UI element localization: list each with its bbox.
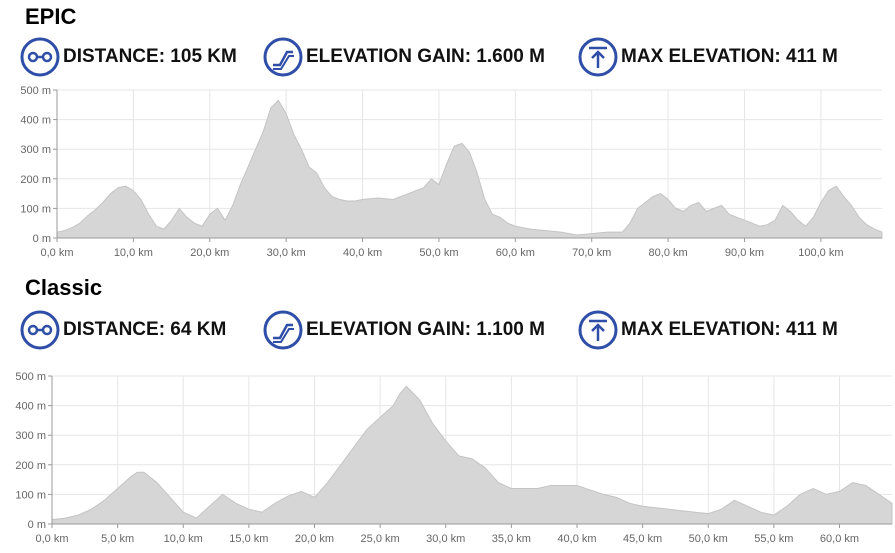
epic-x-tick-label: 40,0 km bbox=[343, 247, 382, 259]
classic-x-tick-label: 45,0 km bbox=[623, 533, 662, 545]
classic-x-tick-label: 0,0 km bbox=[35, 533, 68, 545]
classic-x-tick-label: 20,0 km bbox=[295, 533, 334, 545]
max-elevation-icon bbox=[578, 310, 618, 350]
epic-y-tick-label: 200 m bbox=[20, 174, 51, 186]
epic-stats: DISTANCE: 105 KM ELEVATION GAIN: 1.600 M… bbox=[20, 35, 880, 79]
classic-x-tick-label: 5,0 km bbox=[101, 533, 134, 545]
epic-elevation-chart: 0,0 km 10,0 km 20,0 km 30,0 km 40,0 km 50,0 k… bbox=[20, 85, 883, 259]
classic-y-tick-label: 0 m bbox=[28, 519, 46, 531]
epic-title: EPIC bbox=[25, 4, 77, 29]
epic-elevation-gain-stat: ELEVATION GAIN: 1.600 M bbox=[263, 35, 545, 79]
classic-title: Classic bbox=[25, 275, 103, 300]
classic-x-tick-label: 60,0 km bbox=[820, 533, 859, 545]
epic-distance-text: DISTANCE: 105 KM bbox=[63, 46, 237, 67]
classic-stats: DISTANCE: 64 KM ELEVATION GAIN: 1.100 M … bbox=[20, 308, 880, 352]
classic-elevation-chart: 0,0 km 5,0 km 10,0 km 15,0 km 20,0 km 25,0 km… bbox=[15, 371, 893, 545]
epic-elevation-area bbox=[56, 99, 883, 239]
classic-x-tick-label: 30,0 km bbox=[426, 533, 465, 545]
classic-x-tick-label: 55,0 km bbox=[754, 533, 793, 545]
epic-x-tick-label: 100,0 km bbox=[798, 247, 843, 259]
epic-distance-stat: DISTANCE: 105 KM bbox=[20, 35, 237, 79]
classic-y-tick-label: 200 m bbox=[15, 460, 46, 472]
epic-elevation-gain-text: ELEVATION GAIN: 1.600 M bbox=[306, 46, 545, 67]
classic-elevation-area bbox=[51, 385, 893, 525]
classic-y-tick-label: 300 m bbox=[15, 430, 46, 442]
epic-x-tick-label: 0,0 km bbox=[40, 247, 73, 259]
classic-y-tick-label: 100 m bbox=[15, 489, 46, 501]
epic-x-tick-label: 10,0 km bbox=[114, 247, 153, 259]
classic-y-tick-label: 400 m bbox=[15, 401, 46, 413]
epic-x-tick-label: 50,0 km bbox=[419, 247, 458, 259]
epic-y-tick-label: 0 m bbox=[33, 233, 51, 245]
max-elevation-icon bbox=[578, 37, 618, 77]
epic-x-tick-label: 80,0 km bbox=[649, 247, 688, 259]
classic-distance-stat: DISTANCE: 64 KM bbox=[20, 308, 226, 352]
classic-elevation-gain-text: ELEVATION GAIN: 1.100 M bbox=[306, 319, 545, 340]
epic-x-tick-label: 70,0 km bbox=[572, 247, 611, 259]
classic-x-tick-label: 40,0 km bbox=[557, 533, 596, 545]
classic-x-tick-label: 10,0 km bbox=[164, 533, 203, 545]
epic-y-tick-label: 100 m bbox=[20, 203, 51, 215]
distance-icon bbox=[20, 310, 60, 350]
classic-x-tick-label: 35,0 km bbox=[492, 533, 531, 545]
classic-x-tick-label: 50,0 km bbox=[689, 533, 728, 545]
epic-x-tick-label: 90,0 km bbox=[725, 247, 764, 259]
classic-max-elevation-stat: MAX ELEVATION: 411 M bbox=[578, 308, 838, 352]
epic-x-tick-label: 30,0 km bbox=[267, 247, 306, 259]
epic-x-tick-label: 20,0 km bbox=[190, 247, 229, 259]
classic-distance-text: DISTANCE: 64 KM bbox=[63, 319, 227, 340]
epic-max-elevation-stat: MAX ELEVATION: 411 M bbox=[578, 35, 838, 79]
classic-y-tick-label: 500 m bbox=[15, 371, 46, 383]
epic-max-elevation-text: MAX ELEVATION: 411 M bbox=[621, 46, 838, 67]
epic-y-tick-label: 400 m bbox=[20, 115, 51, 127]
classic-x-tick-label: 15,0 km bbox=[229, 533, 268, 545]
epic-x-tick-label: 60,0 km bbox=[496, 247, 535, 259]
epic-y-tick-label: 300 m bbox=[20, 144, 51, 156]
epic-y-tick-label: 500 m bbox=[20, 85, 51, 97]
elevation-gain-icon bbox=[263, 37, 303, 77]
classic-x-tick-label: 25,0 km bbox=[361, 533, 400, 545]
distance-icon bbox=[20, 37, 60, 77]
classic-elevation-gain-stat: ELEVATION GAIN: 1.100 M bbox=[263, 308, 545, 352]
classic-max-elevation-text: MAX ELEVATION: 411 M bbox=[621, 319, 838, 340]
elevation-gain-icon bbox=[263, 310, 303, 350]
